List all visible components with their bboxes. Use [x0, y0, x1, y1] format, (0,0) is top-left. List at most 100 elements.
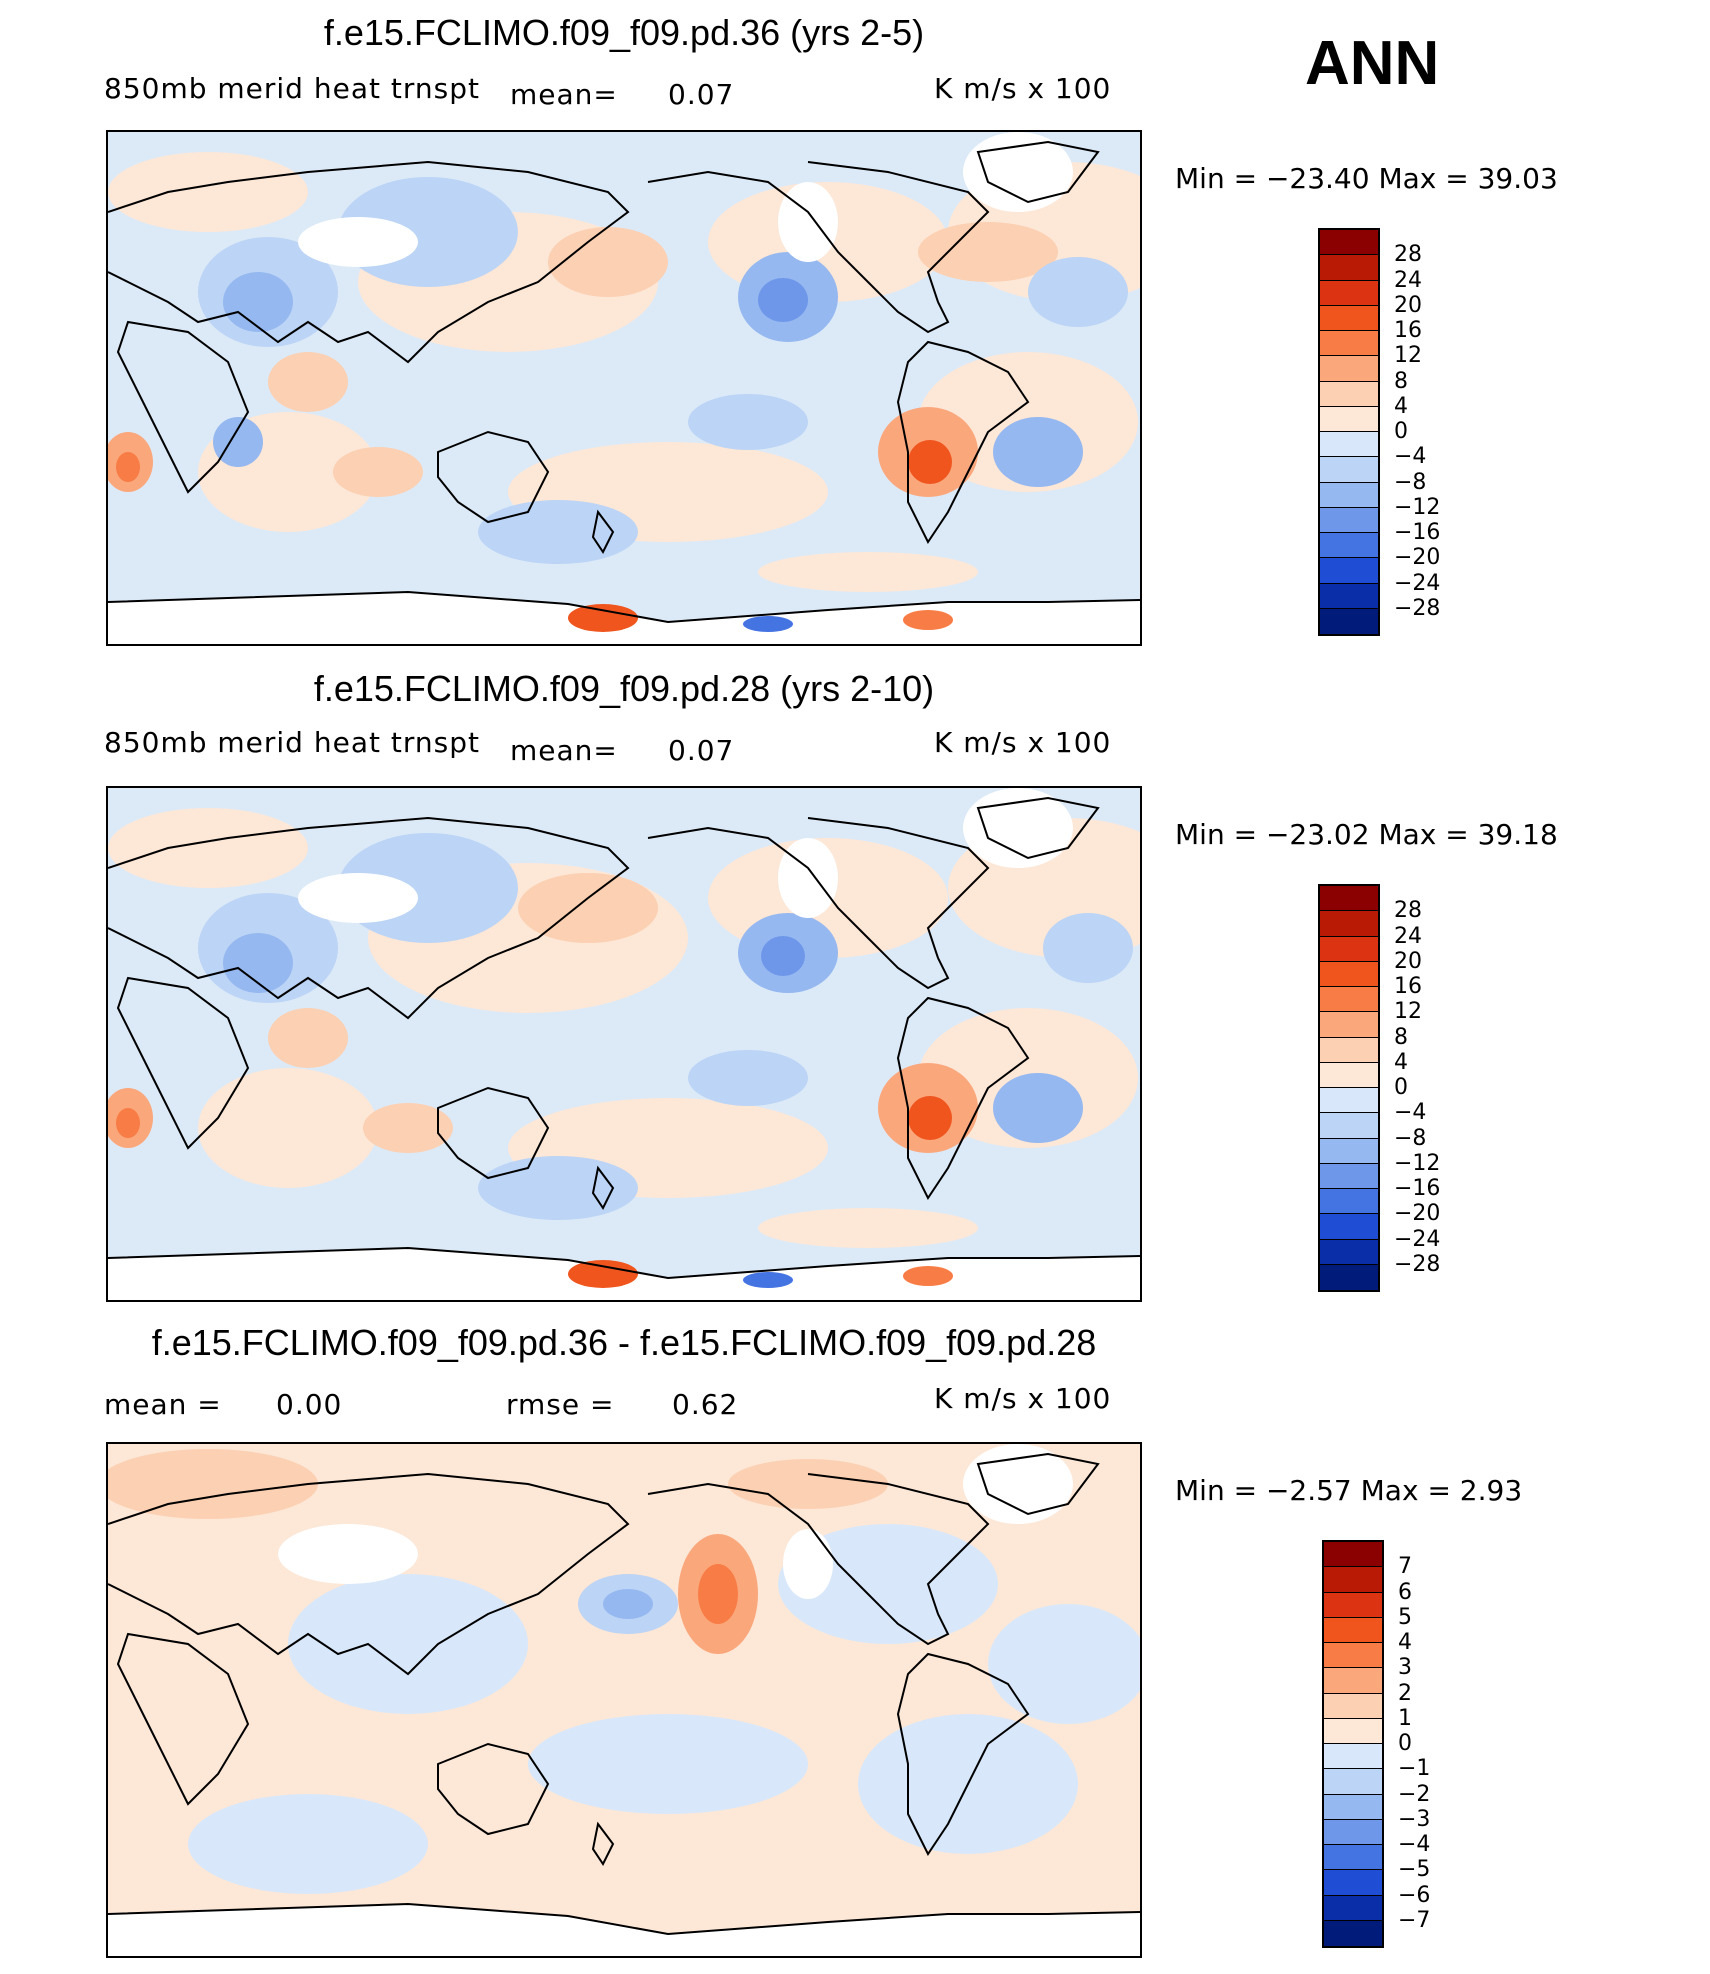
panel-1-min-max: Min = −23.40 Max = 39.03	[1175, 162, 1558, 195]
colorbar-tick-label: 0	[1394, 1075, 1408, 1100]
panel-1-variable-label: 850mb merid heat trnspt	[104, 72, 480, 105]
colorbar-tick-label: −16	[1394, 1176, 1441, 1201]
colorbar-swatch	[1320, 961, 1378, 987]
colorbar-swatch	[1324, 1542, 1382, 1568]
colorbar-tick-label: −20	[1394, 1201, 1441, 1227]
colorbar-swatch	[1320, 406, 1378, 432]
colorbar-tick-label: 16	[1394, 974, 1422, 999]
panel-1-mean-value: 0.07	[668, 78, 735, 111]
colorbar-tick-label: 0	[1394, 419, 1408, 444]
colorbar-swatch	[1320, 482, 1378, 508]
panel-2-mean-value: 0.07	[668, 734, 735, 767]
colorbar-swatch	[1320, 457, 1378, 483]
colorbar-swatch	[1320, 936, 1378, 962]
colorbar-tick-label: −6	[1398, 1882, 1431, 1908]
colorbar-tick-label: 6	[1398, 1579, 1412, 1605]
colorbar-tick-label: 1	[1398, 1705, 1412, 1731]
colorbar-swatch	[1320, 1239, 1378, 1265]
colorbar-swatch	[1320, 911, 1378, 937]
colorbar-swatch	[1320, 1189, 1378, 1215]
colorbar-tick-label: 4	[1398, 1630, 1412, 1655]
colorbar-tick-label: 16	[1394, 318, 1422, 343]
colorbar-tick-label: −7	[1398, 1907, 1431, 1933]
colorbar-swatch	[1324, 1718, 1382, 1744]
colorbar-tick-label: 8	[1394, 368, 1408, 394]
colorbar-swatch	[1320, 886, 1378, 912]
colorbar-swatch	[1320, 305, 1378, 331]
panel-2-title: f.e15.FCLIMO.f09_f09.pd.28 (yrs 2-10)	[313, 668, 935, 709]
colorbar-tick-label: 12	[1394, 343, 1422, 369]
colorbar-swatch	[1320, 558, 1378, 584]
colorbar-swatch	[1324, 1920, 1382, 1946]
colorbar-swatch	[1324, 1567, 1382, 1593]
colorbar-swatch	[1320, 381, 1378, 407]
colorbar-swatch	[1320, 230, 1378, 256]
panel-3-map-graphic	[108, 1444, 1140, 1956]
colorbar-tick-label: 3	[1398, 1655, 1412, 1681]
colorbar-swatch	[1320, 608, 1378, 634]
colorbar-tick-label: −2	[1398, 1781, 1431, 1807]
colorbar-swatch	[1320, 1214, 1378, 1240]
colorbar-tick-label: −28	[1394, 1251, 1441, 1277]
colorbar-tick-label: 7	[1398, 1554, 1412, 1580]
colorbar-swatch	[1320, 356, 1378, 382]
panel-2-map	[106, 786, 1142, 1302]
colorbar-tick-label: 24	[1394, 267, 1422, 293]
colorbar-tick-label: 28	[1394, 242, 1422, 268]
colorbar-swatch	[1320, 331, 1378, 357]
panel-3-rmse-label: rmse =	[506, 1388, 615, 1421]
colorbar-swatch	[1320, 1088, 1378, 1114]
season-label: ANN	[1305, 29, 1440, 98]
colorbar-swatch	[1324, 1643, 1382, 1669]
colorbar-tick-label: 0	[1398, 1731, 1412, 1756]
panel-2-min-max: Min = −23.02 Max = 39.18	[1175, 818, 1558, 851]
colorbar-tick-label: −28	[1394, 595, 1441, 621]
panel-3-min-max: Min = −2.57 Max = 2.93	[1175, 1474, 1523, 1507]
colorbar-swatch	[1320, 533, 1378, 559]
colorbar-swatch	[1320, 432, 1378, 458]
colorbar-swatch	[1324, 1693, 1382, 1719]
panel-3-title: f.e15.FCLIMO.f09_f09.pd.36 - f.e15.FCLIM…	[151, 1322, 1097, 1363]
colorbar-tick-label: −4	[1394, 1100, 1427, 1126]
colorbar-swatch	[1320, 583, 1378, 609]
panel-3-map	[106, 1442, 1142, 1958]
colorbar-swatch	[1320, 507, 1378, 533]
colorbar-tick-label: −12	[1394, 494, 1441, 520]
colorbar-tick-label: 4	[1394, 393, 1408, 419]
colorbar-tick-label: −24	[1394, 570, 1441, 596]
colorbar-swatch	[1320, 1113, 1378, 1139]
colorbar-tick-label: 5	[1398, 1604, 1412, 1630]
colorbar-tick-label: −1	[1398, 1756, 1431, 1782]
panel-3-mean-label: mean =	[104, 1388, 222, 1421]
colorbar-swatch	[1324, 1819, 1382, 1845]
panel-1-colorbar	[1318, 228, 1380, 636]
colorbar-swatch	[1320, 255, 1378, 281]
colorbar-swatch	[1324, 1769, 1382, 1795]
panel-3-rmse-value: 0.62	[672, 1388, 739, 1421]
colorbar-swatch	[1320, 1012, 1378, 1038]
panel-3-colorbar	[1322, 1540, 1384, 1948]
colorbar-swatch	[1324, 1870, 1382, 1896]
panel-2-map-graphic	[108, 788, 1140, 1300]
panel-2-colorbar	[1318, 884, 1380, 1292]
panel-2-variable-label: 850mb merid heat trnspt	[104, 726, 480, 759]
colorbar-tick-label: −4	[1398, 1832, 1431, 1857]
panel-1-map	[106, 130, 1142, 646]
colorbar-tick-label: 2	[1398, 1680, 1412, 1706]
panel-2-mean-label: mean=	[510, 734, 618, 767]
colorbar-tick-label: 20	[1394, 292, 1422, 318]
colorbar-swatch	[1320, 1163, 1378, 1189]
panel-1-units: K m/s x 100	[934, 72, 1112, 105]
colorbar-swatch	[1320, 280, 1378, 306]
colorbar-swatch	[1324, 1744, 1382, 1770]
panel-1-map-graphic	[108, 132, 1140, 644]
colorbar-tick-label: −24	[1394, 1226, 1441, 1252]
colorbar-swatch	[1320, 987, 1378, 1013]
colorbar-swatch	[1320, 1264, 1378, 1290]
colorbar-tick-label: 28	[1394, 898, 1422, 924]
colorbar-tick-label: −16	[1394, 520, 1441, 545]
colorbar-tick-label: 20	[1394, 948, 1422, 974]
colorbar-tick-label: −8	[1394, 1125, 1427, 1151]
panel-3-units: K m/s x 100	[934, 1382, 1112, 1415]
colorbar-swatch	[1320, 1062, 1378, 1088]
